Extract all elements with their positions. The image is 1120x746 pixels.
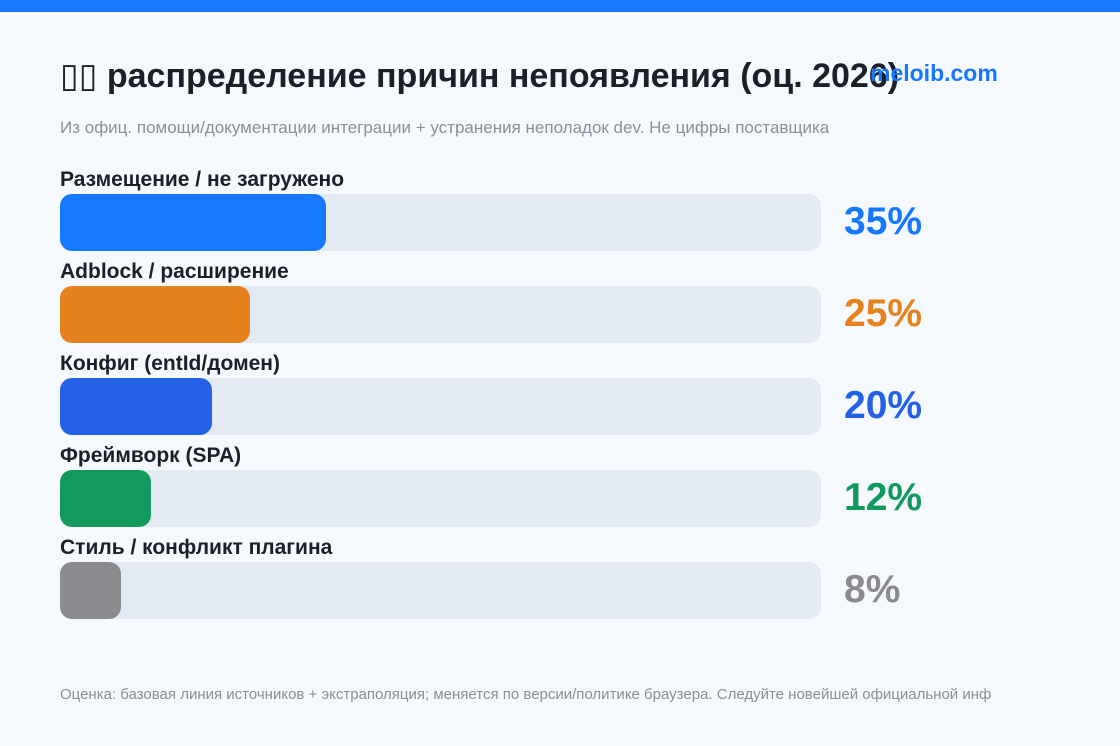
category-label: Фреймворк (SPA) [60,444,242,467]
brand-watermark: meloib.com [870,60,998,86]
bar-row: Стиль / конфликт плагина 8% [60,536,1060,628]
bar-track [60,470,821,527]
bar-fill [60,194,326,251]
footer-note: Оценка: базовая линия источников + экстр… [60,686,992,703]
bar-track [60,378,821,435]
bar-fill [60,378,212,435]
category-label: Adblock / расширение [60,260,289,283]
category-label: Размещение / не загружено [60,168,345,191]
bar-fill [60,470,151,527]
value-label: 20% [844,384,923,427]
bar-row: Размещение / не загружено 35% [60,168,1060,260]
category-label: Стиль / конфликт плагина [60,536,333,559]
value-label: 25% [844,292,923,335]
bar-track [60,194,821,251]
value-label: 35% [844,200,923,243]
category-label: Конфиг (entId/домен) [60,352,280,375]
bar-track [60,286,821,343]
bar-fill [60,286,250,343]
value-label: 12% [844,476,923,519]
top-accent-bar [0,0,1120,12]
bar-row: Фреймворк (SPA) 12% [60,444,1060,536]
value-label: 8% [844,568,901,611]
bar-row: Конфиг (entId/домен) 20% [60,352,1060,444]
chart-subtitle: Из офиц. помощи/документации интеграции … [60,118,830,137]
bar-fill [60,562,121,619]
bar-row: Adblock / расширение 25% [60,260,1060,352]
bar-track [60,562,821,619]
chart-title: ▯▯ распределение причин непоявления (оц.… [60,57,900,95]
